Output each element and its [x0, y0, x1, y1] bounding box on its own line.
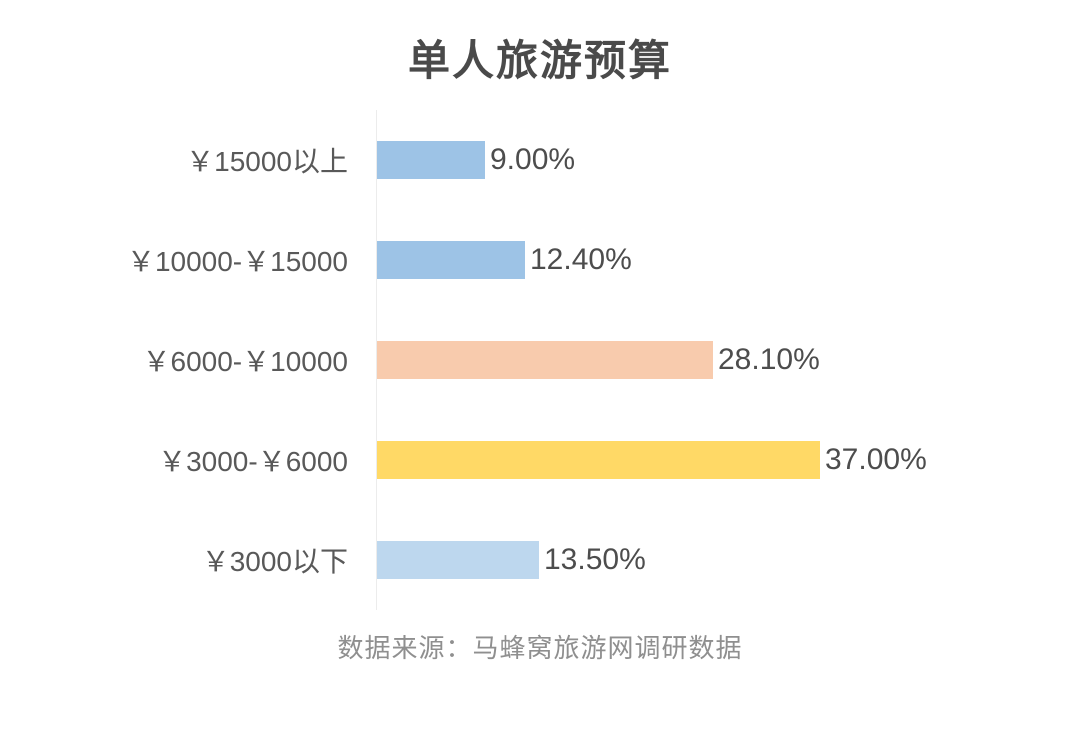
- category-label: ￥6000-￥10000: [142, 346, 348, 378]
- bar: [377, 541, 539, 580]
- value-label: 28.10%: [718, 343, 820, 377]
- chart-row: ￥3000-￥6000 37.00%: [0, 410, 1080, 511]
- bar-track: 28.10%: [376, 310, 1080, 411]
- bar: [377, 241, 525, 280]
- chart-rows: ￥15000以上 9.00% ￥10000-￥15000 12.40% ￥6000-￥1…: [0, 110, 1080, 611]
- bar-track: 37.00%: [376, 410, 1080, 511]
- bar: [377, 141, 485, 180]
- category-label: ￥3000以下: [201, 546, 348, 578]
- chart-row: ￥6000-￥10000 28.10%: [0, 310, 1080, 411]
- chart-row: ￥15000以上 9.00%: [0, 110, 1080, 211]
- chart-row: ￥3000以下 13.50%: [0, 510, 1080, 611]
- bar-chart: ￥15000以上 9.00% ￥10000-￥15000 12.40% ￥6000-￥1…: [0, 110, 1080, 611]
- data-source-caption: 数据来源：马蜂窝旅游网调研数据: [337, 633, 743, 664]
- value-label: 13.50%: [544, 543, 646, 577]
- value-label: 9.00%: [490, 143, 576, 177]
- chart-page: 单人旅游预算 ￥15000以上 9.00% ￥10000-￥15000 12.40% ￥…: [0, 36, 1080, 748]
- value-label: 12.40%: [530, 243, 632, 277]
- category-label: ￥10000-￥15000: [126, 246, 348, 278]
- bar: [377, 341, 713, 380]
- chart-row: ￥10000-￥15000 12.40%: [0, 210, 1080, 311]
- category-label: ￥15000以上: [186, 146, 348, 178]
- bar: [377, 441, 820, 480]
- bar-track: 12.40%: [376, 210, 1080, 311]
- chart-title: 单人旅游预算: [407, 37, 672, 84]
- value-label: 37.00%: [825, 443, 927, 477]
- bar-track: 13.50%: [376, 510, 1080, 611]
- bar-track: 9.00%: [376, 110, 1080, 211]
- category-label: ￥3000-￥6000: [158, 446, 348, 478]
